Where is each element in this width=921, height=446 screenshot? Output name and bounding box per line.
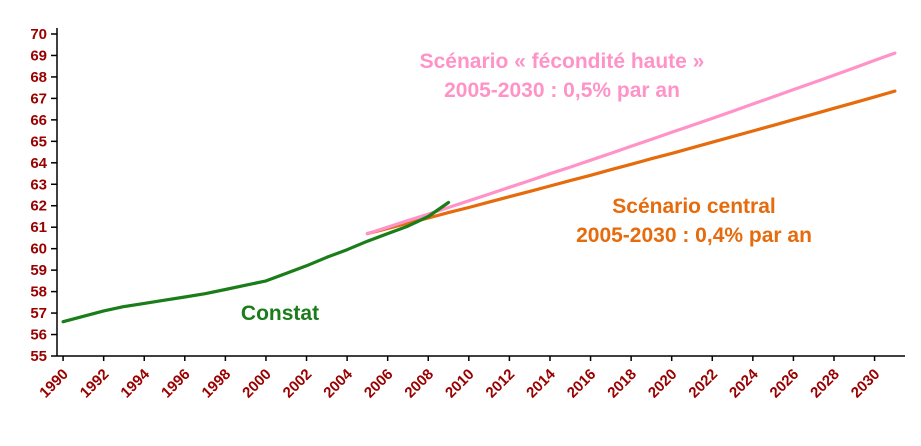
series-line-constat — [61, 200, 451, 324]
y-tick-label: 69 — [30, 47, 47, 64]
y-tick-label: 59 — [30, 262, 47, 279]
y-tick-label: 65 — [30, 133, 47, 150]
x-tick-label: 1994 — [117, 365, 153, 401]
x-tick-label: 2022 — [685, 366, 721, 402]
y-tick-label: 55 — [30, 348, 47, 365]
x-tick-label: 2028 — [807, 366, 843, 402]
x-tick-label: 2012 — [483, 366, 519, 402]
series-line-sc-nario-central — [365, 89, 897, 236]
y-tick-label: 61 — [30, 219, 47, 236]
y-tick-label: 64 — [30, 155, 47, 172]
central-label-line-2: 2005-2030 : 0,4% par an — [576, 224, 812, 247]
x-tick-label: 2014 — [523, 365, 559, 401]
haute-label-line-1: Scénario « fécondité haute » — [420, 50, 705, 73]
y-tick-label: 68 — [30, 69, 47, 86]
x-tick-label: 2026 — [767, 366, 803, 402]
x-tick-label: 2002 — [280, 366, 316, 402]
x-tick-label: 2018 — [604, 366, 640, 402]
x-tick-label: 1990 — [36, 366, 72, 402]
x-tick-label: 1992 — [77, 366, 113, 402]
x-tick-label: 2024 — [726, 365, 762, 401]
x-tick-label: 2030 — [848, 366, 884, 402]
y-tick-label: 70 — [30, 26, 47, 43]
x-tick-label: 2020 — [645, 366, 681, 402]
x-tick-label: 2006 — [361, 366, 397, 402]
x-tick-label: 1996 — [158, 366, 194, 402]
y-tick-label: 63 — [30, 176, 47, 193]
constat-label-line-1: Constat — [241, 302, 319, 325]
x-tick-label: 2008 — [401, 366, 437, 402]
central-label-line-1: Scénario central — [612, 195, 775, 218]
y-tick-label: 56 — [30, 327, 47, 344]
y-tick-label: 58 — [30, 284, 47, 301]
x-tick-label: 2016 — [564, 366, 600, 402]
y-tick-label: 67 — [30, 90, 47, 107]
x-tick-label: 2000 — [239, 366, 275, 402]
y-tick-label: 57 — [30, 305, 47, 322]
x-tick-label: 1998 — [199, 366, 235, 402]
haute-label-line-2: 2005-2030 : 0,5% par an — [444, 79, 680, 102]
series-line-sc-nario-f-condit-haute — [365, 51, 897, 236]
y-tick-label: 60 — [30, 241, 47, 258]
y-tick-label: 62 — [30, 198, 47, 215]
x-tick-label: 2010 — [442, 366, 478, 402]
y-tick-label: 66 — [30, 112, 47, 129]
x-tick-label: 2004 — [320, 365, 356, 401]
